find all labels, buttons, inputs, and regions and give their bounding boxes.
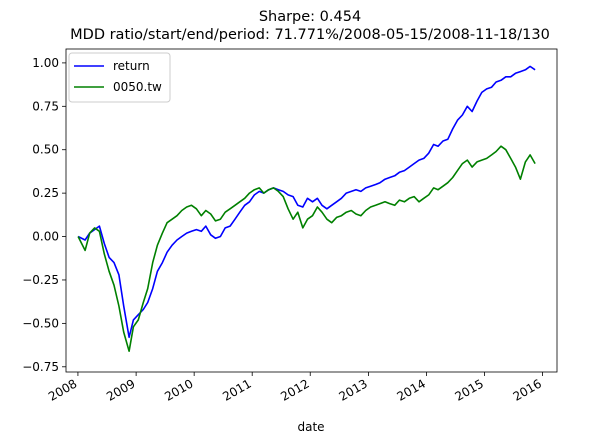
series-layer <box>77 65 536 353</box>
y-tick-label: 0.50 <box>32 143 59 157</box>
x-tick-label: 2011 <box>220 376 253 403</box>
y-tick-label: 0.00 <box>32 230 59 244</box>
y-tick-label: −0.25 <box>22 273 59 287</box>
plot-frame <box>65 48 558 373</box>
y-tick-label: 0.25 <box>32 186 59 200</box>
x-tick-label: 2010 <box>162 376 195 403</box>
y-tick-label: −0.50 <box>22 316 59 330</box>
x-axis: 2008 2009 2010 2011 2012 2013 2014 2015 2016 <box>46 372 544 404</box>
series-line-1 <box>77 145 536 353</box>
legend-label: 0050.tw <box>113 80 162 94</box>
y-tick-label: 1.00 <box>32 56 59 70</box>
x-tick-label: 2015 <box>453 376 486 403</box>
legend: return 0050.tw <box>68 52 171 103</box>
legend-label: return <box>113 59 150 73</box>
x-tick-label: 2014 <box>395 376 428 403</box>
x-tick-label: 2009 <box>104 376 137 403</box>
x-tick-label: 2012 <box>278 376 311 403</box>
y-axis: −0.75 −0.50 −0.25 0.00 0.25 0.50 0.75 1.00 <box>22 56 66 374</box>
chart-subtitle: MDD ratio/start/end/period: 71.771%/2008… <box>70 27 550 43</box>
x-axis-label: date <box>297 420 324 434</box>
x-tick-label: 2013 <box>336 376 369 403</box>
series-line-0 <box>77 65 536 339</box>
x-tick-label: 2008 <box>46 376 79 403</box>
x-tick-label: 2016 <box>511 376 544 403</box>
y-tick-label: 0.75 <box>32 99 59 113</box>
legend-items: return 0050.tw <box>74 59 162 94</box>
chart-title: Sharpe: 0.454 <box>259 9 361 25</box>
y-tick-label: −0.75 <box>22 360 59 374</box>
